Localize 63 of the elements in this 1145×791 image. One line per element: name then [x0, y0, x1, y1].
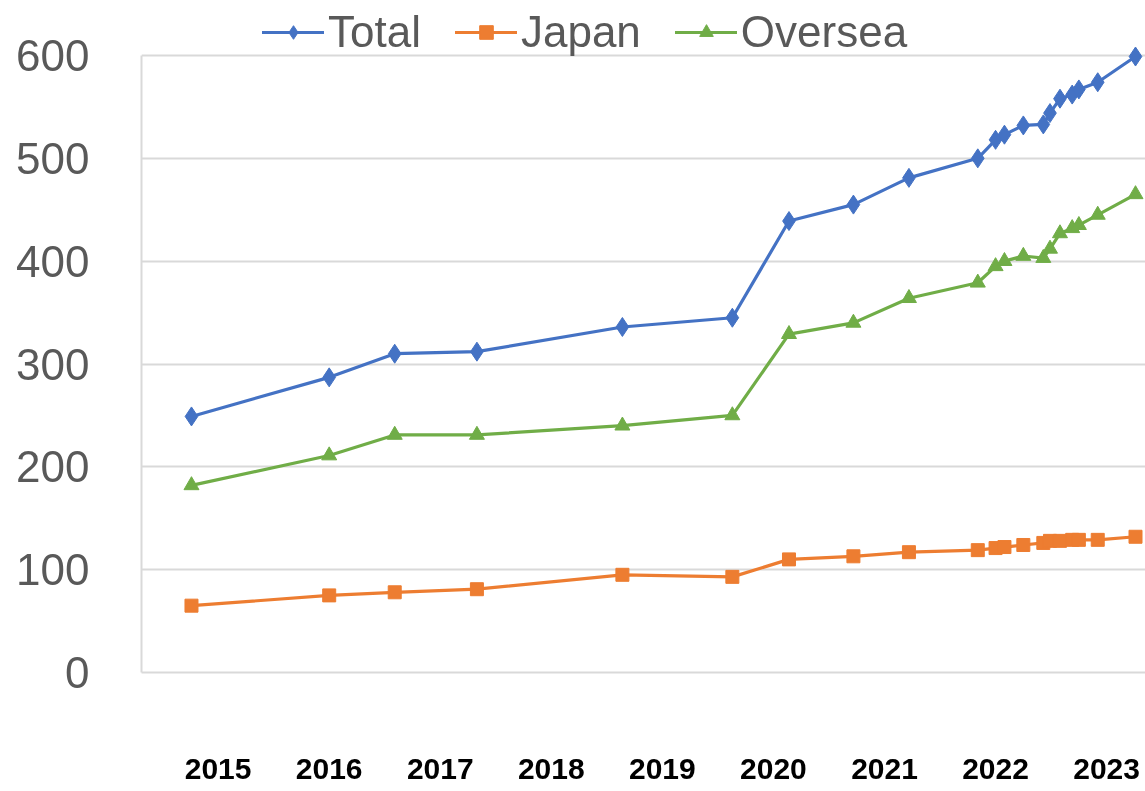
point — [970, 148, 985, 169]
point — [1071, 532, 1086, 547]
point — [846, 549, 861, 564]
point — [322, 588, 337, 603]
point — [725, 307, 740, 328]
point — [781, 552, 796, 567]
point — [387, 343, 402, 364]
y-tick-label: 600 — [16, 31, 90, 80]
point — [1090, 532, 1105, 547]
x-tick-label: 2017 — [406, 751, 474, 785]
point — [987, 257, 1004, 272]
point — [724, 406, 741, 421]
point — [1036, 114, 1051, 135]
point — [846, 194, 861, 215]
point — [1127, 185, 1144, 200]
point — [183, 476, 200, 491]
y-tick-label: 500 — [16, 133, 90, 183]
point — [969, 273, 986, 288]
x-tick-label: 2018 — [517, 751, 585, 785]
x-tick-label: 2015 — [184, 751, 252, 785]
point — [997, 124, 1012, 145]
point — [184, 598, 199, 613]
point — [1016, 115, 1031, 136]
point — [615, 567, 630, 582]
point — [184, 406, 199, 427]
x-tick-label: 2023 — [1073, 751, 1141, 785]
x-tick-label: 2021 — [851, 751, 918, 785]
point — [321, 446, 338, 461]
point — [387, 585, 402, 600]
point — [996, 252, 1013, 266]
point — [997, 540, 1012, 555]
legend-label: Oversea — [740, 7, 908, 57]
point — [900, 289, 917, 304]
point — [469, 582, 484, 597]
point — [1090, 72, 1105, 93]
point — [615, 316, 630, 337]
point — [1089, 205, 1106, 220]
point — [1016, 537, 1031, 552]
x-tick-label: 2016 — [295, 751, 363, 785]
point — [988, 129, 1003, 150]
legend-label: Total — [328, 7, 421, 57]
x-tick-label: 2020 — [740, 751, 807, 785]
point — [1128, 529, 1143, 544]
y-tick-label: 400 — [16, 236, 90, 286]
point — [468, 425, 485, 440]
point — [845, 313, 862, 328]
point — [1015, 246, 1032, 261]
y-tick-label: 0 — [65, 648, 90, 697]
point — [901, 545, 916, 560]
x-tick-label: 2019 — [629, 751, 696, 785]
point — [1051, 224, 1068, 239]
point — [970, 543, 985, 558]
point — [725, 569, 740, 584]
point — [1128, 46, 1143, 67]
legend-label: Japan — [520, 7, 641, 57]
point — [322, 367, 337, 388]
x-tick-label: 2022 — [962, 751, 1029, 785]
point — [386, 425, 403, 440]
y-tick-label: 200 — [16, 442, 90, 492]
point — [614, 416, 631, 431]
y-tick-label: 300 — [16, 339, 90, 389]
y-tick-label: 100 — [16, 545, 90, 595]
point — [780, 325, 797, 340]
